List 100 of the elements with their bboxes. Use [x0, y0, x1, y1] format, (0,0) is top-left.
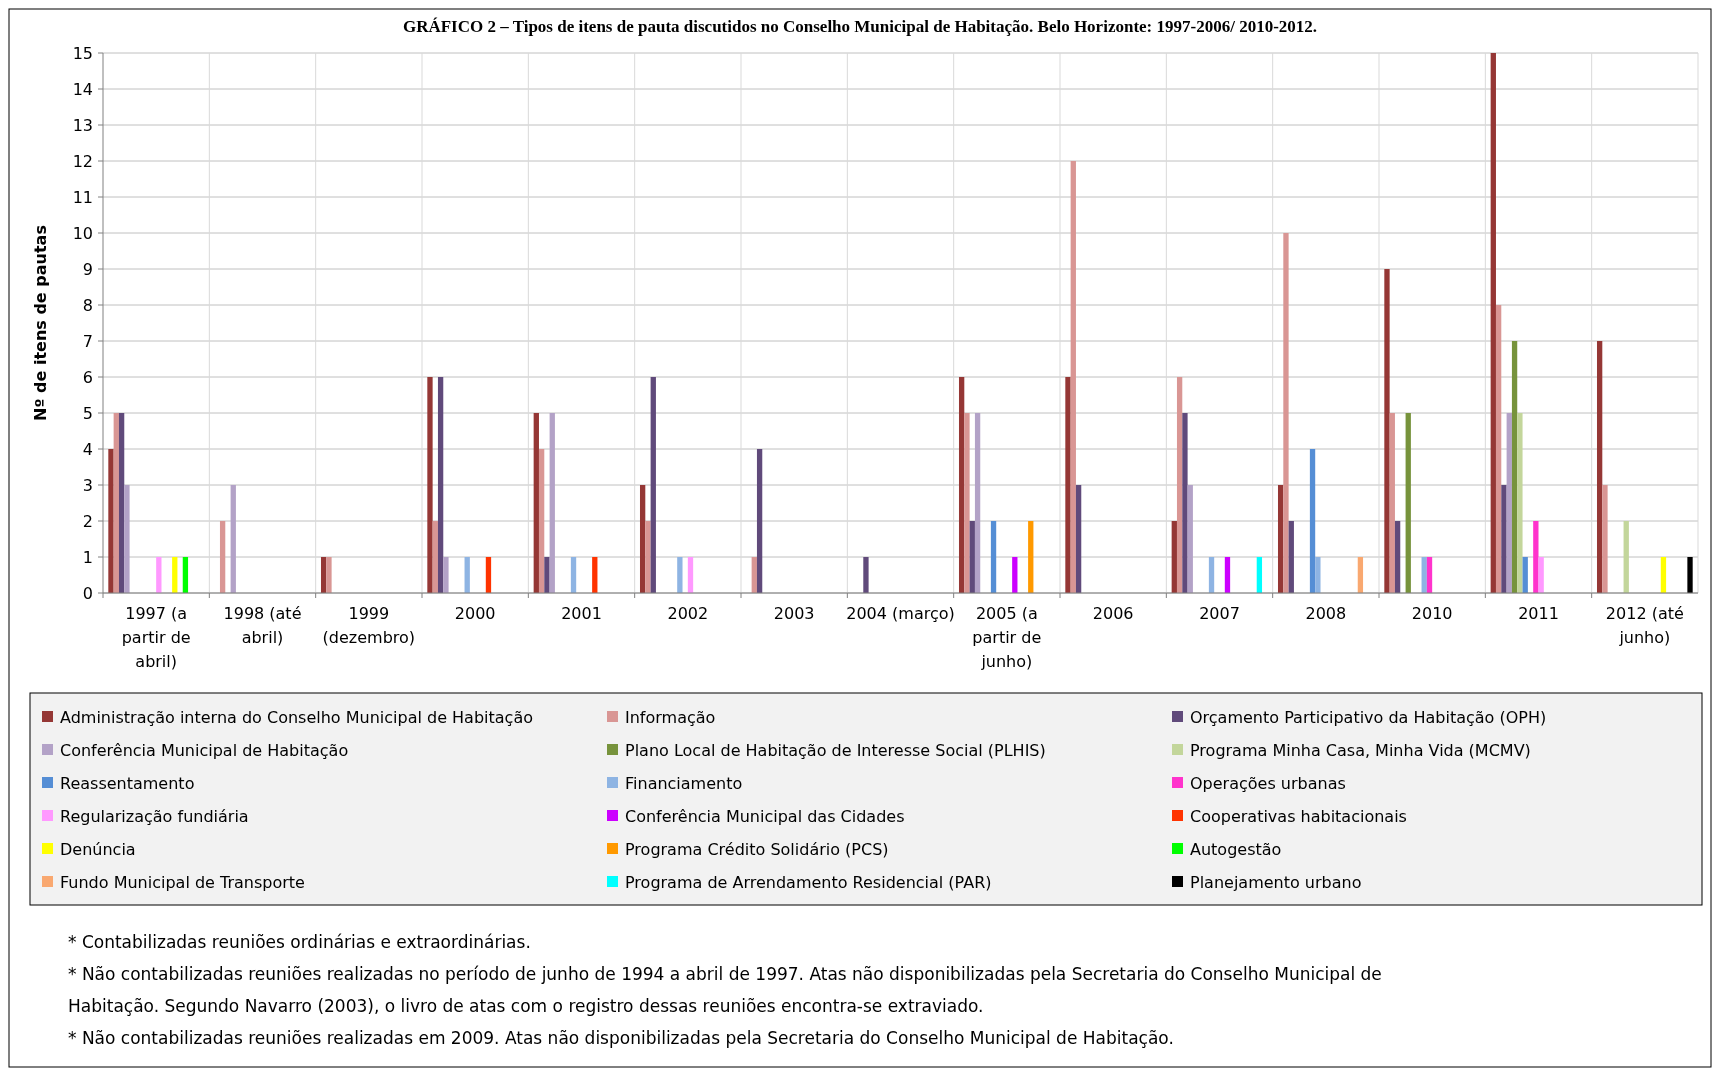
bar [645, 521, 651, 593]
bar [969, 521, 975, 593]
bar [1012, 557, 1018, 593]
bar [1070, 161, 1076, 593]
legend-label: Conferência Municipal de Habitação [60, 740, 349, 760]
bar [974, 413, 981, 593]
x-tick-label: 2010 [1411, 604, 1453, 623]
bar [1421, 557, 1427, 593]
bar [113, 413, 119, 593]
y-tick-label: 11 [72, 187, 93, 207]
bar [1389, 413, 1395, 593]
x-tick-label: 2007 [1199, 604, 1240, 623]
bar [1602, 485, 1608, 593]
bar [1490, 53, 1496, 593]
y-tick-label: 13 [72, 115, 93, 135]
legend-label: Programa de Arrendamento Residencial (PAR) [625, 872, 992, 892]
y-tick-label: 2 [82, 511, 93, 531]
bar [1357, 557, 1364, 593]
legend-label: Regularização fundiária [60, 806, 249, 826]
x-tick-label: 1997 (a partir de abril) [121, 604, 191, 671]
y-tick-label: 5 [82, 403, 93, 423]
bar [570, 557, 577, 593]
x-tick-label: 2000 [454, 604, 496, 623]
bar [1522, 557, 1528, 593]
bar [1405, 413, 1411, 593]
y-tick-label: 15 [72, 43, 93, 63]
bar [219, 521, 226, 593]
bar [1256, 557, 1263, 593]
y-tick-label: 6 [82, 367, 93, 387]
x-tick-label: 2001 [561, 604, 602, 623]
legend-label: Planejamento urbano [1190, 872, 1362, 892]
x-tick-label: 2008 [1305, 604, 1347, 623]
bar [1596, 341, 1603, 593]
bar [156, 557, 162, 593]
bar [437, 377, 444, 593]
bar [538, 449, 545, 593]
x-tick-label: 2002 [667, 604, 709, 623]
bar [1171, 521, 1177, 593]
legend-label: Fundo Municipal de Transporte [60, 872, 305, 892]
y-tick-label: 8 [82, 295, 93, 315]
legend-label: Financiamento [625, 773, 743, 793]
y-tick-label: 4 [82, 439, 93, 459]
bar [677, 557, 683, 593]
bar [1426, 557, 1433, 593]
bar [1384, 269, 1390, 593]
bar [1065, 377, 1071, 593]
bar [464, 557, 470, 593]
bar [485, 557, 492, 593]
bar [443, 557, 449, 593]
y-tick-label: 10 [72, 223, 93, 243]
x-tick-label: 1998 (até abril) [223, 604, 302, 647]
legend-label: Programa Minha Casa, Minha Vida (MCMV) [1190, 740, 1531, 760]
y-tick-label: 7 [82, 331, 93, 351]
bar [592, 557, 598, 593]
bar [108, 449, 114, 593]
bar [124, 485, 130, 593]
bar [533, 413, 539, 593]
bar [1075, 485, 1082, 593]
bar [182, 557, 189, 593]
bar [230, 485, 236, 593]
bar [1277, 485, 1284, 593]
text: * Não contabilizadas reuniões realizadas no período de junho de 1994 a abril de 1997. Atas não disponibilizadas pela Secretaria do Conselho Municipal de Habitação. Segundo Navarro (2003), o livro de atas com o registro dessas reuniões encontra-se extraviado. [68, 964, 1382, 1016]
x-tick-label: 1999 (dezembro) [322, 604, 416, 647]
y-tick-label: 1 [82, 547, 93, 567]
bar [1288, 521, 1294, 593]
bar [990, 521, 997, 593]
legend-label: Cooperativas habitacionais [1190, 806, 1407, 826]
x-tick-label: 2004 (março) [846, 604, 955, 623]
bar [1394, 521, 1401, 593]
bar [1501, 485, 1507, 593]
bar [432, 521, 438, 593]
bar [756, 449, 763, 593]
bar [1495, 305, 1502, 593]
bar [1511, 341, 1518, 593]
bar [751, 557, 757, 593]
y-axis-title: Nº de itens de pautas [31, 225, 50, 421]
bar [1538, 557, 1544, 593]
bar [1660, 557, 1667, 593]
y-tick-label: 14 [72, 79, 93, 99]
bar [1315, 557, 1321, 593]
x-tick-label: 2011 [1518, 604, 1559, 623]
bar [549, 413, 555, 593]
y-tick-label: 12 [72, 151, 93, 171]
legend-label: Informação [625, 707, 716, 727]
legend-label: Autogestão [1190, 839, 1282, 859]
legend-label: Orçamento Participativo da Habitação (OPH) [1190, 707, 1547, 727]
bar [1208, 557, 1215, 593]
bar [1224, 557, 1231, 593]
bar [1623, 521, 1629, 593]
bar [118, 413, 125, 593]
legend-label: Denúncia [60, 839, 136, 859]
bar [172, 557, 178, 593]
text: * Não contabilizadas reuniões realizadas em 2009. Atas não disponibilizadas pela Secretaria do Conselho Municipal de Habitação. [68, 1028, 1174, 1048]
legend-label: Conferência Municipal das Cidades [625, 806, 905, 826]
bar [958, 377, 965, 593]
bar [687, 557, 694, 593]
bar [1283, 233, 1289, 593]
chart-title: GRÁFICO 2 – Tipos de itens de pauta discutidos no Conselho Municipal de Habitação. Belo Horizonte: 1997-2006/ 2010-2012. [402, 17, 1318, 36]
bar [326, 557, 332, 593]
x-tick-label: 2006 [1092, 604, 1134, 623]
